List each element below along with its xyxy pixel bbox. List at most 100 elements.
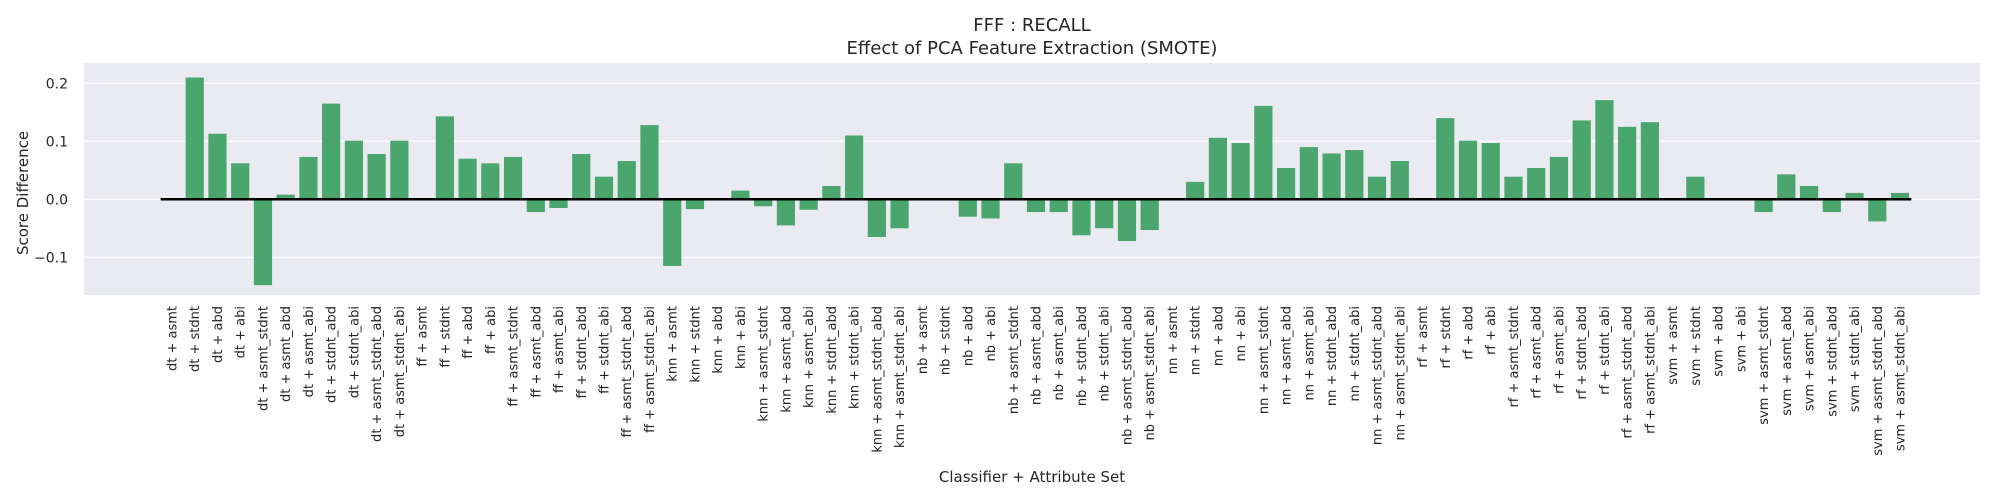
bar bbox=[1140, 199, 1159, 231]
x-tick-label: svm + asmt_stdnt_abd bbox=[1871, 306, 1886, 456]
bar bbox=[1686, 176, 1705, 200]
x-tick-label: nb + asmt_abi bbox=[1052, 306, 1067, 400]
bar bbox=[1618, 126, 1637, 200]
x-tick-label: nb + asmt_stdnt_abi bbox=[1143, 306, 1158, 440]
y-tick-label: 0.2 bbox=[46, 76, 68, 92]
bar bbox=[822, 185, 841, 200]
x-tick-label: ff + asmt_stdnt_abd bbox=[620, 306, 635, 438]
x-tick-label: ff + stdnt bbox=[438, 306, 453, 368]
bar bbox=[685, 199, 705, 210]
x-tick-label: rf + asmt_stdnt_abd bbox=[1621, 306, 1636, 439]
bar bbox=[1595, 100, 1614, 200]
bar bbox=[503, 156, 523, 200]
x-tick-label: dt + asmt_stdnt bbox=[256, 306, 271, 411]
bar bbox=[1049, 199, 1068, 213]
x-tick-label: nb + abd bbox=[961, 306, 976, 366]
bar bbox=[390, 140, 409, 200]
x-tick-label: knn + abd bbox=[711, 306, 726, 374]
bar bbox=[1890, 192, 1910, 200]
bar bbox=[1527, 167, 1546, 200]
x-tick-labels: dt + asmt dt + stdnt dt + abd dt + abi dt + … bbox=[166, 306, 1909, 456]
x-tick-label: rf + stdnt_abi bbox=[1598, 306, 1613, 395]
bar bbox=[845, 135, 864, 200]
x-tick-label: nn + stdnt_abi bbox=[1348, 306, 1363, 401]
x-tick-label: ff + stdnt_abi bbox=[598, 306, 613, 394]
x-tick-label: svm + asmt_stdnt bbox=[1757, 306, 1772, 425]
bar bbox=[1186, 181, 1205, 200]
x-tick-label: nn + stdnt_abd bbox=[1325, 306, 1340, 406]
bars bbox=[185, 77, 1910, 286]
bar bbox=[344, 140, 363, 200]
bar bbox=[1822, 199, 1841, 213]
bar bbox=[481, 163, 500, 200]
bar bbox=[1299, 147, 1318, 200]
x-tick-label: nn + asmt_abi bbox=[1302, 306, 1317, 400]
bar bbox=[1072, 199, 1091, 236]
x-tick-label: ff + asmt bbox=[416, 306, 431, 367]
x-tick-label: nn + abd bbox=[1211, 306, 1226, 366]
bar bbox=[1277, 167, 1296, 200]
bar bbox=[1799, 185, 1819, 200]
x-tick-label: svm + asmt_stdnt_abi bbox=[1894, 306, 1909, 451]
bar bbox=[367, 154, 386, 200]
bar bbox=[1845, 192, 1864, 200]
x-tick-label: knn + abi bbox=[734, 306, 749, 369]
x-tick-label: svm + stdnt_abd bbox=[1825, 306, 1840, 417]
bar bbox=[958, 199, 977, 217]
x-tick-label: rf + asmt_abi bbox=[1552, 306, 1567, 394]
x-tick-label: nn + stdnt bbox=[1189, 306, 1204, 375]
bar bbox=[231, 163, 250, 200]
x-tick-label: dt + asmt_stdnt_abi bbox=[393, 306, 408, 437]
bar bbox=[1254, 105, 1273, 200]
x-axis-label: Classifier + Attribute Set bbox=[939, 468, 1125, 486]
x-tick-label: nn + asmt_stdnt bbox=[1257, 306, 1272, 414]
x-tick-label: svm + abi bbox=[1734, 306, 1749, 372]
x-tick-label: knn + stdnt bbox=[688, 306, 703, 383]
x-tick-label: dt + stdnt_abd bbox=[325, 306, 340, 403]
bar bbox=[640, 125, 659, 200]
bar bbox=[594, 176, 614, 200]
bar bbox=[1231, 143, 1250, 200]
chart-subtitle: Effect of PCA Feature Extraction (SMOTE) bbox=[847, 38, 1218, 59]
bar bbox=[663, 199, 682, 266]
x-tick-label: rf + stdnt_abd bbox=[1575, 306, 1590, 400]
bar bbox=[1549, 156, 1569, 200]
bar bbox=[867, 199, 886, 237]
x-tick-label: rf + asmt bbox=[1416, 306, 1431, 368]
bar bbox=[799, 199, 818, 210]
x-tick-label: rf + asmt_stdnt bbox=[1507, 306, 1522, 408]
x-tick-label: svm + asmt bbox=[1666, 306, 1681, 385]
x-tick-label: ff + abd bbox=[461, 306, 476, 359]
x-tick-label: dt + asmt_abi bbox=[302, 306, 317, 397]
bar bbox=[890, 199, 909, 229]
x-tick-label: ff + abi bbox=[484, 306, 499, 354]
bar bbox=[526, 199, 545, 213]
x-tick-label: svm + asmt_abd bbox=[1780, 306, 1795, 416]
x-tick-label: dt + stdnt_abi bbox=[347, 306, 362, 398]
bar bbox=[617, 161, 636, 200]
x-tick-label: nb + asmt bbox=[916, 306, 931, 374]
x-tick-label: rf + abd bbox=[1462, 306, 1477, 360]
bar bbox=[253, 199, 273, 286]
bar bbox=[1640, 122, 1659, 200]
x-tick-label: knn + asmt_stdnt bbox=[757, 306, 772, 422]
y-axis-label: Score Difference bbox=[14, 131, 32, 255]
x-tick-label: ff + asmt_stdnt_abi bbox=[643, 306, 658, 433]
x-tick-label: knn + asmt_abi bbox=[802, 306, 817, 408]
bar bbox=[981, 199, 1000, 219]
y-tick-label: 0.1 bbox=[46, 134, 68, 150]
x-tick-label: knn + stdnt_abi bbox=[848, 306, 863, 409]
bar bbox=[1367, 176, 1387, 200]
bar bbox=[1458, 140, 1478, 200]
x-tick-label: rf + asmt_abd bbox=[1530, 306, 1545, 399]
x-tick-label: nb + asmt_stdnt bbox=[1007, 306, 1022, 414]
x-tick-label: rf + stdnt bbox=[1439, 306, 1454, 369]
bar bbox=[435, 116, 454, 200]
x-tick-label: ff + asmt_abd bbox=[529, 306, 544, 398]
y-tick-label: 0.0 bbox=[46, 192, 68, 208]
bar bbox=[731, 190, 750, 200]
bar bbox=[1208, 137, 1227, 200]
y-tick-label: −0.1 bbox=[34, 250, 68, 266]
x-tick-label: dt + asmt bbox=[166, 306, 181, 371]
